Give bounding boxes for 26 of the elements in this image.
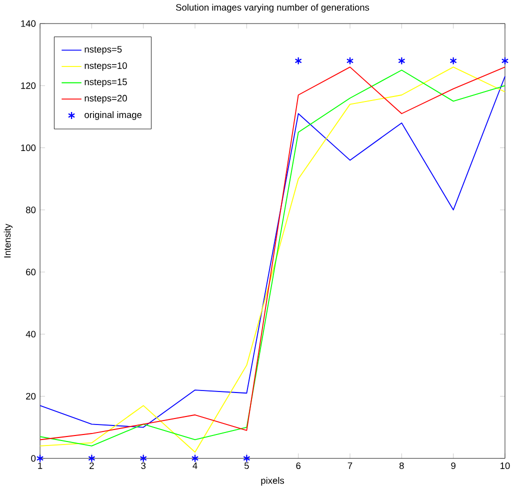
y-tick-label: 20 [26, 393, 36, 400]
x-tick-label: 8 [399, 462, 404, 470]
y-tick-label: 40 [26, 331, 36, 338]
x-axis-title: pixels [261, 477, 284, 486]
x-tick-label: 4 [192, 462, 198, 470]
y-tick-label: 120 [21, 82, 36, 90]
x-tick-label: 6 [296, 462, 301, 470]
x-tick-label: 7 [348, 462, 352, 470]
x-tick-label: 1 [38, 462, 42, 470]
y-tick-label: 60 [26, 268, 36, 276]
x-tick-label: 5 [244, 462, 249, 470]
y-tick-label: 140 [21, 20, 36, 28]
legend-label: nsteps=20 [84, 95, 127, 104]
legend-label: nsteps=10 [84, 62, 127, 72]
y-tick-label: 80 [26, 206, 36, 214]
x-tick-label: 3 [141, 462, 146, 470]
legend-label: nsteps=15 [84, 78, 127, 88]
chart-title: Solution images varying number of generations [176, 4, 370, 13]
x-tick-label: 10 [500, 462, 510, 470]
legend-label: nsteps=5 [84, 46, 122, 55]
y-tick-label: 0 [31, 455, 36, 462]
y-tick-label: 100 [21, 144, 36, 152]
x-tick-label: 2 [90, 462, 94, 470]
x-tick-label: 9 [451, 462, 456, 470]
y-axis-title: Intensity [4, 224, 13, 258]
legend-label: original image [84, 111, 142, 120]
